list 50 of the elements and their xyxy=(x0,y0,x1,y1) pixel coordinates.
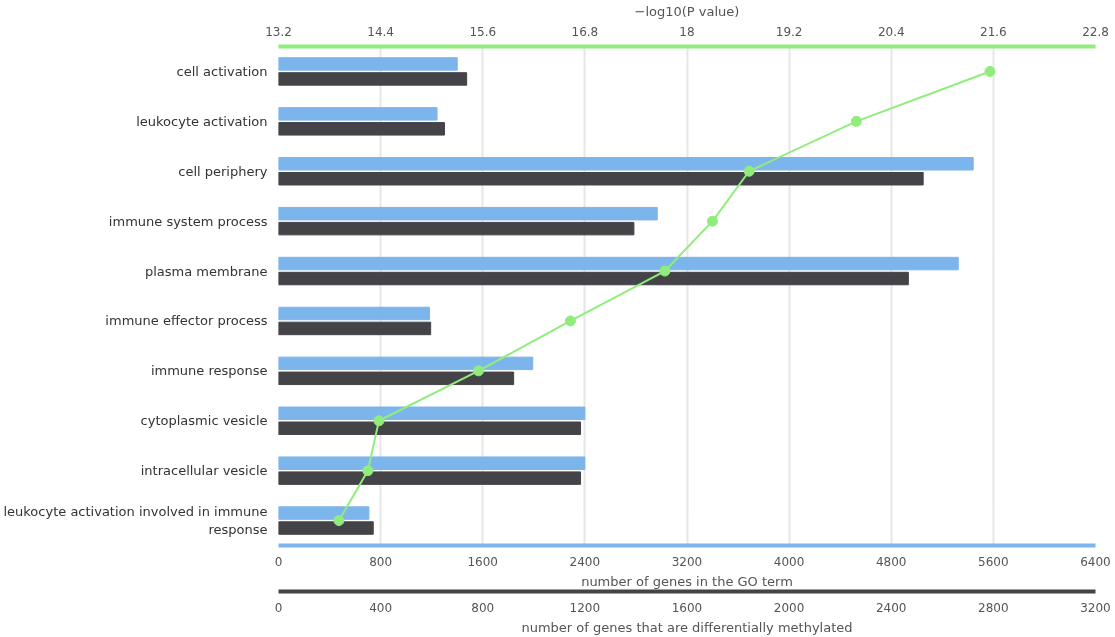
x2-tick-label: 16.8 xyxy=(571,24,599,39)
x-tick-label: 2400 xyxy=(569,554,601,569)
x-tick-label: 2000 xyxy=(773,600,805,615)
point xyxy=(472,365,484,377)
y-tick-label: cell activation xyxy=(176,63,268,79)
x2-tick-label: 13.2 xyxy=(265,24,292,39)
y-tick-label: plasma membrane xyxy=(145,263,268,279)
y-tick-label: immune system process xyxy=(108,213,268,229)
x-tick-label: 1600 xyxy=(671,600,703,615)
x2-tick-label: 14.4 xyxy=(367,24,394,39)
x-tick-label: 400 xyxy=(369,600,393,615)
x-axis-title: number of genes in the GO term xyxy=(581,573,793,589)
x-tick-label: 1200 xyxy=(569,600,601,615)
x2-tick-label: 15.6 xyxy=(469,24,497,39)
y-tick-label: cytoplasmic vesicle xyxy=(140,413,268,429)
x-tick-label: 2800 xyxy=(978,600,1009,615)
point xyxy=(373,415,385,427)
x2-tick-label: 18 xyxy=(679,24,695,39)
y-tick-label: leukocyte activation xyxy=(136,113,268,129)
point xyxy=(707,215,719,227)
point xyxy=(362,465,374,477)
point xyxy=(333,515,345,527)
point xyxy=(659,265,671,277)
x-tick-label: 0 xyxy=(274,600,283,615)
x-tick-label: 3200 xyxy=(671,554,703,569)
x2-tick-label: 21.6 xyxy=(980,24,1007,39)
point xyxy=(564,315,576,327)
x-tick-label: 3200 xyxy=(1080,600,1111,615)
x-tick-label: 4800 xyxy=(875,554,907,569)
x-tick-label: 0 xyxy=(274,554,283,569)
y-tick-label: immune effector process xyxy=(105,313,268,329)
point xyxy=(850,115,862,127)
point xyxy=(743,165,755,177)
point xyxy=(984,65,996,77)
x2-tick-label: 19.2 xyxy=(775,24,803,39)
x-tick-label: 800 xyxy=(369,554,393,569)
x-tick-label: 5600 xyxy=(978,554,1009,569)
x2-tick-label: 20.4 xyxy=(877,24,905,39)
y-tick-label: leukocyte activation involved in immune response xyxy=(3,504,268,538)
y-tick-label: immune response xyxy=(150,363,268,379)
x-tick-label: 1600 xyxy=(467,554,499,569)
y-tick-label: intracellular vesicle xyxy=(140,463,268,479)
x2-tick-label: 22.8 xyxy=(1082,24,1109,39)
x-tick-label: 4000 xyxy=(773,554,805,569)
x-tick-label: 800 xyxy=(471,600,495,615)
x-tick-label: 6400 xyxy=(1080,554,1111,569)
y-tick-label: cell periphery xyxy=(178,163,268,179)
x2-axis-title: −log10(P value) xyxy=(634,3,740,19)
x-tick-label: 2400 xyxy=(875,600,907,615)
x-axis-title: number of genes that are differentially methylated xyxy=(521,619,853,635)
